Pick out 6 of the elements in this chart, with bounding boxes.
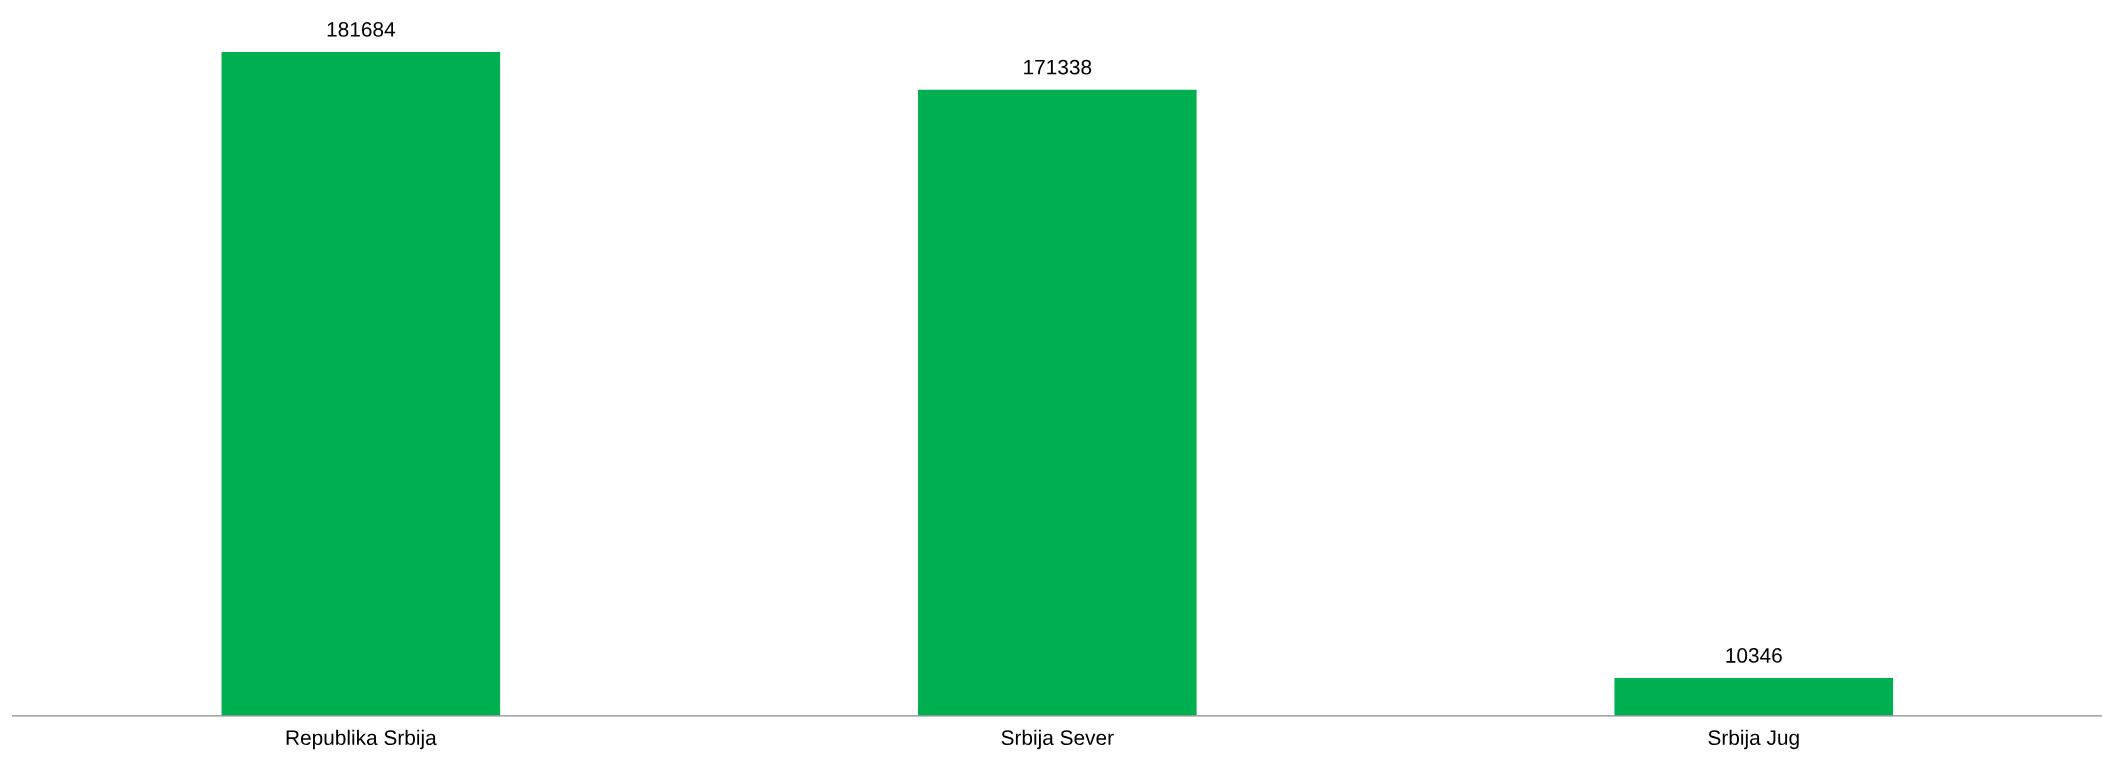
x-tick-label: Srbija Jug	[1708, 729, 1799, 750]
data-label: 10346	[1726, 648, 1782, 663]
data-label: 171338	[1024, 59, 1092, 75]
x-tick-label: Srbija Sever	[1001, 729, 1114, 750]
data-label: 181684	[327, 22, 395, 37]
x-tick-label: Republika Srbija	[286, 729, 437, 750]
